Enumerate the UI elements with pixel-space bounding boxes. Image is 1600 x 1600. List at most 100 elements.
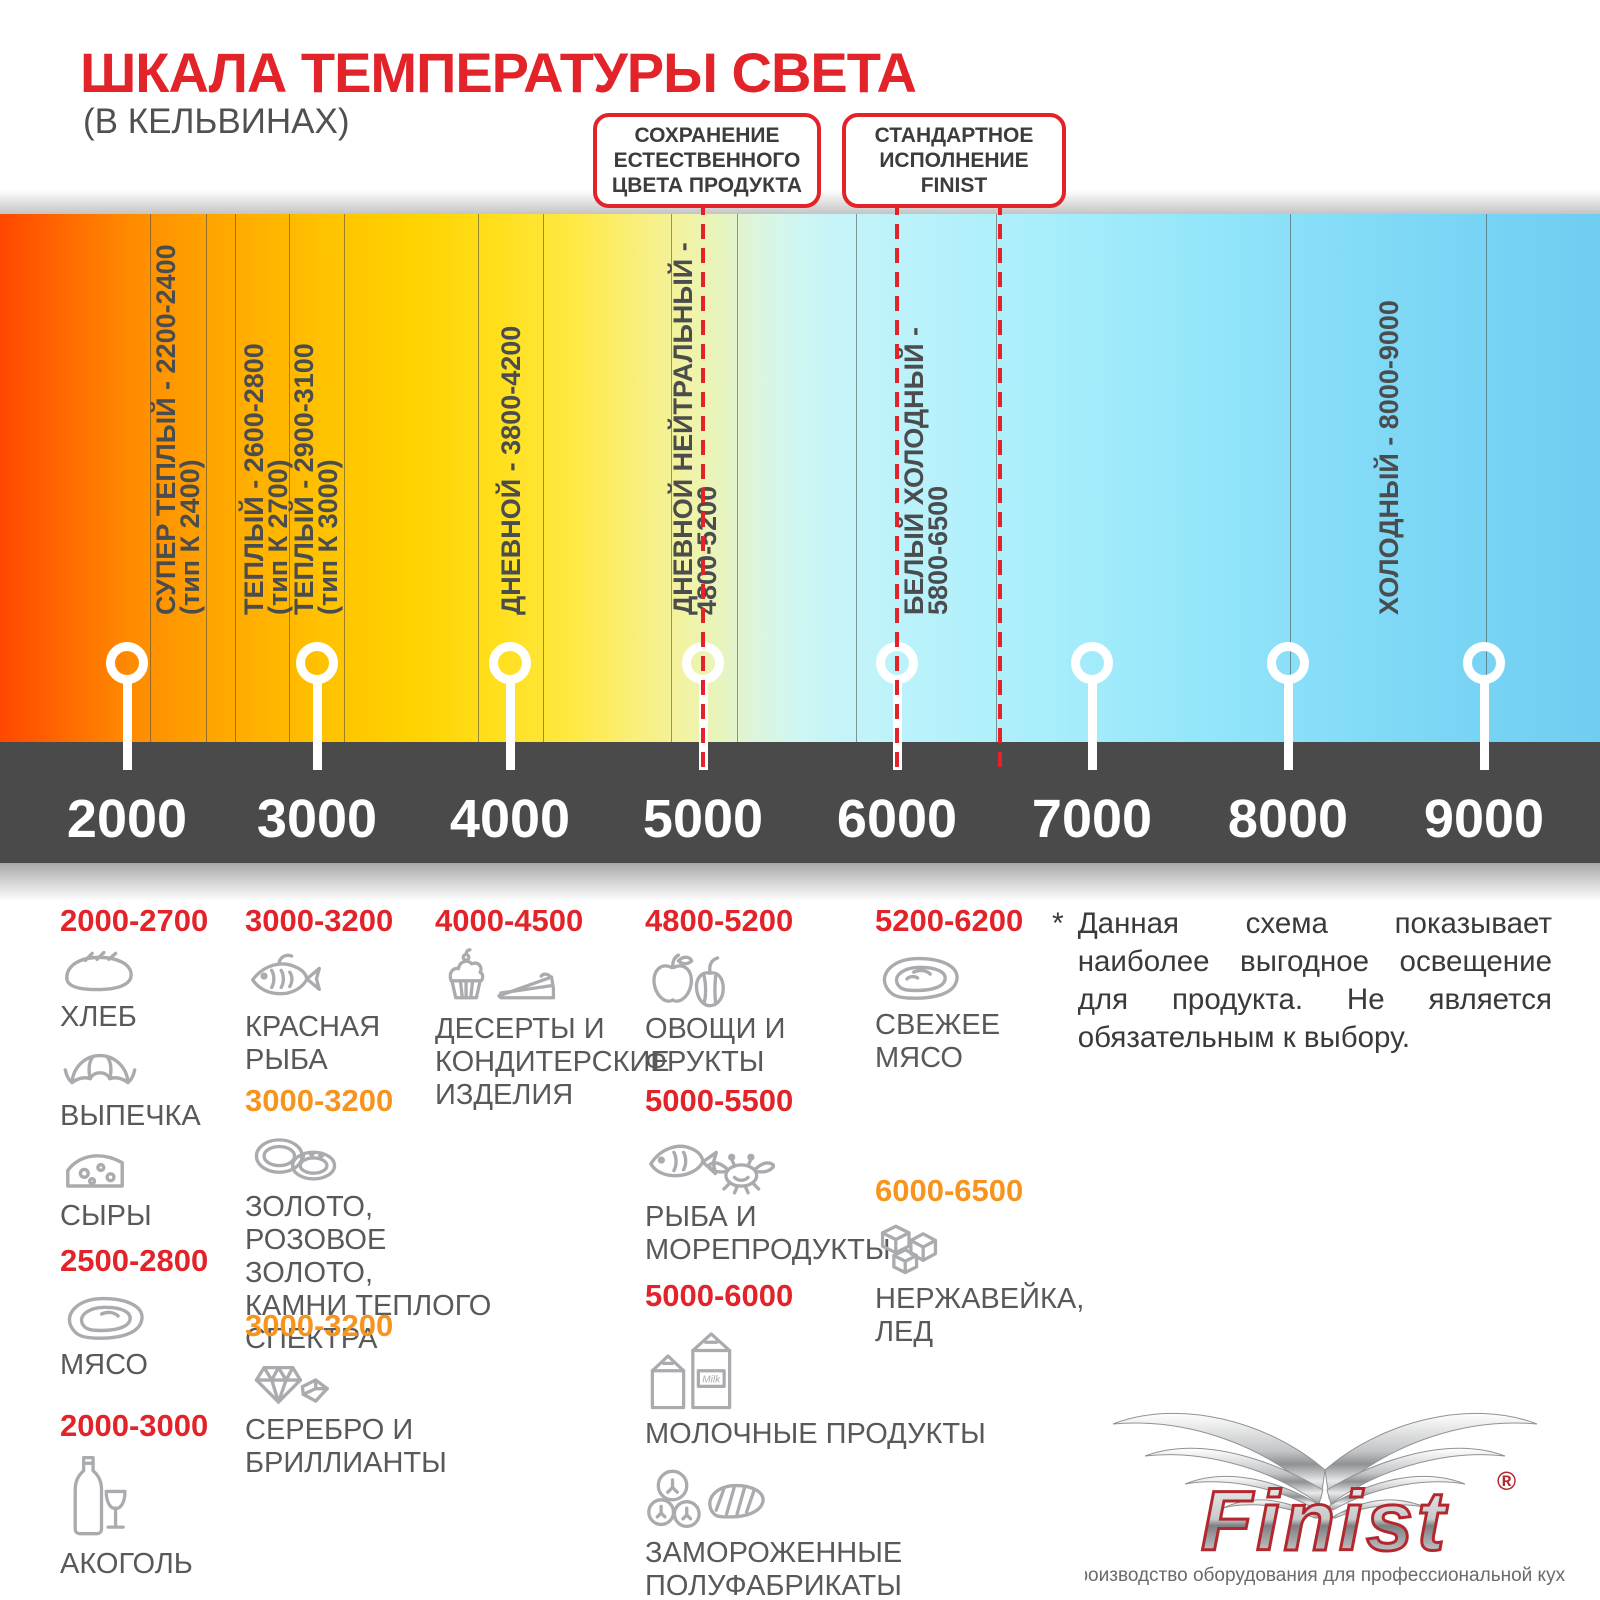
zone-label-daylight-neutral: ДНЕВНОЙ НЕЙТРАЛЬНЫЙ - 4800-5200 <box>668 242 722 615</box>
callout-natural-color: СОХРАНЕНИЕ ЕСТЕСТВЕННОГО ЦВЕТА ПРОДУКТА <box>593 113 821 208</box>
marker-ring-8000 <box>1267 642 1309 684</box>
category-group-silver: 3000-3200 СЕРЕБРО И БРИЛЛИАНТЫ <box>245 1308 465 1480</box>
fish-icon <box>250 953 321 996</box>
zone-gridline <box>206 214 207 742</box>
bread-icon <box>65 950 133 992</box>
category-item-label: МЯСО <box>60 1349 148 1381</box>
temperature-gradient-band <box>0 214 1600 742</box>
category-item-seafood: РЫБА И МОРЕПРОДУКТЫ <box>645 1127 891 1267</box>
category-item-label: КРАСНАЯ РЫБА <box>245 1011 381 1076</box>
category-range: 2000-2700 <box>60 903 209 938</box>
zone-gridline <box>856 214 857 742</box>
seafood-icon <box>649 1144 775 1195</box>
category-item-red-fish: КРАСНАЯ РЫБА <box>245 947 435 1077</box>
zone-type: 4800-5200 <box>692 485 722 615</box>
category-group-2000-2700: 2000-2700 ХЛЕБ ВЫПЕЧКА СЫРЫ <box>60 903 240 1233</box>
diamond-icon <box>254 1365 329 1404</box>
fresh-meat-icon <box>882 956 959 1000</box>
category-item-label: РЫБА И МОРЕПРОДУКТЫ <box>645 1201 891 1266</box>
category-range: 5000-6000 <box>645 1278 794 1313</box>
category-range: 3000-3200 <box>245 1308 394 1343</box>
category-range: 6000-6500 <box>875 1173 1024 1208</box>
category-item-label: ЗОЛОТО, РОЗОВОЕ ЗОЛОТО, КАМНИ ТЕПЛОГО СП… <box>245 1191 492 1355</box>
marker-ring-9000 <box>1463 642 1505 684</box>
tick-8000: 8000 <box>1227 789 1349 849</box>
category-item-ice: НЕРЖАВЕЙКА, ЛЕД <box>875 1217 1095 1349</box>
croissant-icon <box>63 1053 137 1085</box>
finist-logo: Finist ® Производство оборудования для п… <box>1064 1378 1586 1593</box>
category-range: 2000-3000 <box>60 1408 209 1443</box>
footnote-text: Данная схема показывает наиболее выгодно… <box>1077 907 1552 1054</box>
category-item-pastry: ВЫПЕЧКА <box>60 1042 240 1133</box>
zone-gridline <box>344 214 345 742</box>
category-item-label: НЕРЖАВЕЙКА, ЛЕД <box>875 1283 1085 1348</box>
category-item-cheese: СЫРЫ <box>60 1141 240 1233</box>
category-item-label: СЫРЫ <box>60 1200 152 1232</box>
category-group-desserts: 4000-4500 ДЕСЕРТЫ И КОНДИТЕРСКИЕ ИЗДЕЛИЯ <box>435 903 670 1112</box>
category-item-label: МОЛОЧНЫЕ ПРОДУКТЫ <box>645 1418 986 1450</box>
page-title: ШКАЛА ТЕМПЕРАТУРЫ СВЕТА <box>80 41 917 104</box>
category-item-gold: ЗОЛОТО, РОЗОВОЕ ЗОЛОТО, КАМНИ ТЕПЛОГО СП… <box>245 1127 495 1356</box>
zone-gridline <box>737 214 738 742</box>
category-group-ice: 6000-6500 НЕРЖАВЕЙКА, ЛЕД <box>875 1173 1095 1349</box>
tick-5000: 5000 <box>642 789 764 849</box>
desserts-icon <box>448 948 556 1000</box>
logo-tagline: Производство оборудования для профессион… <box>1085 1565 1565 1586</box>
category-item-label: ХЛЕБ <box>60 1001 137 1033</box>
zone-name: ХОЛОДНЫЙ - 8000-9000 <box>1374 300 1404 615</box>
marker-ring-2000 <box>106 642 148 684</box>
category-item-frozen: ЗАМОРОЖЕННЫЕ ПОЛУФАБРИКАТЫ <box>645 1459 1065 1600</box>
zone-label-super-warm: СУПЕР ТЕПЛЫЙ - 2200-2400 (тип К 2400) <box>151 244 205 615</box>
page-subtitle: (В КЕЛЬВИНАХ) <box>83 102 350 141</box>
marker-stem-2000 <box>123 680 132 770</box>
wing-left <box>1112 1412 1326 1519</box>
meat-icon <box>67 1296 144 1340</box>
marker-ring-3000 <box>296 642 338 684</box>
category-range: 2500-2800 <box>60 1243 209 1278</box>
zone-type: (тип К 2400) <box>175 459 205 615</box>
footnote: * Данная схема показывает наиболее выгод… <box>1052 905 1552 1057</box>
dashed-line-6000 <box>895 200 899 770</box>
zone-gridline <box>671 214 672 742</box>
marker-ring-7000 <box>1071 642 1113 684</box>
category-group-2500-2800: 2500-2800 МЯСО <box>60 1243 240 1382</box>
category-item-label: АКОГОЛЬ <box>60 1548 193 1580</box>
category-item-label: ЗАМОРОЖЕННЫЕ ПОЛУФАБРИКАТЫ <box>645 1537 903 1600</box>
zone-gridline <box>289 214 290 742</box>
tick-2000: 2000 <box>66 789 188 849</box>
category-item-bread: ХЛЕБ <box>60 947 240 1034</box>
category-item-desserts: ДЕСЕРТЫ И КОНДИТЕРСКИЕ ИЗДЕЛИЯ <box>435 947 670 1112</box>
category-group-red-fish: 3000-3200 КРАСНАЯ РЫБА <box>245 903 435 1077</box>
alcohol-icon <box>73 1455 127 1536</box>
marker-stem-4000 <box>506 680 515 770</box>
cheese-icon <box>66 1154 124 1188</box>
category-item-silver: СЕРЕБРО И БРИЛЛИАНТЫ <box>245 1352 465 1480</box>
category-range: 5000-5500 <box>645 1083 794 1118</box>
category-group-2000-3000: 2000-3000 АКОГОЛЬ <box>60 1408 240 1581</box>
zone-label-cold: ХОЛОДНЫЙ - 8000-9000 <box>1374 300 1404 615</box>
category-item-label: СЕРЕБРО И БРИЛЛИАНТЫ <box>245 1414 447 1479</box>
milk-carton-label: Milk <box>702 1375 721 1386</box>
tick-4000: 4000 <box>449 789 571 849</box>
category-range: 3000-3200 <box>245 903 394 938</box>
category-range: 5200-6200 <box>875 903 1024 938</box>
category-item-label: ДЕСЕРТЫ И КОНДИТЕРСКИЕ ИЗДЕЛИЯ <box>435 1013 670 1111</box>
marker-stem-8000 <box>1284 680 1293 770</box>
zone-gridline <box>150 214 151 742</box>
category-item-dairy: Milk МОЛОЧНЫЕ ПРОДУКТЫ <box>645 1322 1065 1451</box>
category-group-dairy-frozen: 5000-6000 Milk МОЛОЧНЫЕ ПРОДУКТЫ ЗАМОРОЖ… <box>645 1278 1065 1600</box>
zone-label-white-cold: БЕЛЫЙ ХОЛОДНЫЙ - 5800-6500 <box>899 327 953 615</box>
dashed-line-5000 <box>701 200 705 770</box>
tick-7000: 7000 <box>1031 789 1153 849</box>
category-range: 4800-5200 <box>645 903 794 938</box>
dashed-line-6500 <box>998 200 1002 770</box>
dairy-icon: Milk <box>650 1332 732 1410</box>
ice-cubes-icon <box>880 1224 938 1275</box>
finist-brand-text: Finist <box>1201 1474 1449 1568</box>
zone-gridline <box>996 214 997 742</box>
registered-mark: ® <box>1497 1466 1516 1496</box>
category-item-meat: МЯСО <box>60 1287 240 1382</box>
zone-label-warm-2700: ТЕПЛЫЙ - 2600-2800 (тип К 2700) <box>239 343 293 615</box>
gold-rings-icon <box>254 1138 337 1181</box>
zone-label-warm-3000: ТЕПЛЫЙ - 2900-3100 (тип К 3000) <box>289 343 343 615</box>
